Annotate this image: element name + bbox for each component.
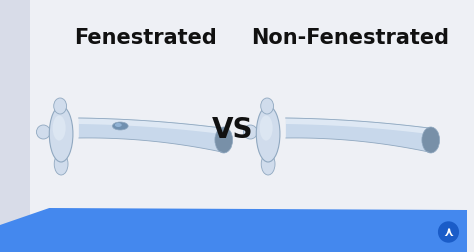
Circle shape — [438, 222, 458, 242]
Ellipse shape — [112, 122, 128, 130]
Text: Non-Fenestrated: Non-Fenestrated — [251, 28, 449, 48]
Polygon shape — [286, 118, 429, 152]
Polygon shape — [79, 117, 222, 134]
Ellipse shape — [215, 127, 233, 153]
Ellipse shape — [261, 98, 273, 114]
Ellipse shape — [54, 98, 66, 114]
Polygon shape — [79, 118, 222, 152]
Bar — [0, 0, 29, 252]
Ellipse shape — [36, 125, 50, 139]
Polygon shape — [0, 208, 467, 252]
Ellipse shape — [49, 106, 73, 162]
Ellipse shape — [53, 115, 65, 141]
Text: Fenestrated: Fenestrated — [74, 28, 217, 48]
Ellipse shape — [261, 153, 275, 175]
Ellipse shape — [54, 153, 68, 175]
Ellipse shape — [115, 123, 122, 127]
Ellipse shape — [422, 127, 439, 153]
Text: VS: VS — [212, 116, 254, 144]
Ellipse shape — [256, 106, 280, 162]
Ellipse shape — [260, 115, 273, 141]
Text: ⋏: ⋏ — [444, 226, 454, 238]
Ellipse shape — [244, 125, 257, 139]
Polygon shape — [286, 117, 429, 134]
